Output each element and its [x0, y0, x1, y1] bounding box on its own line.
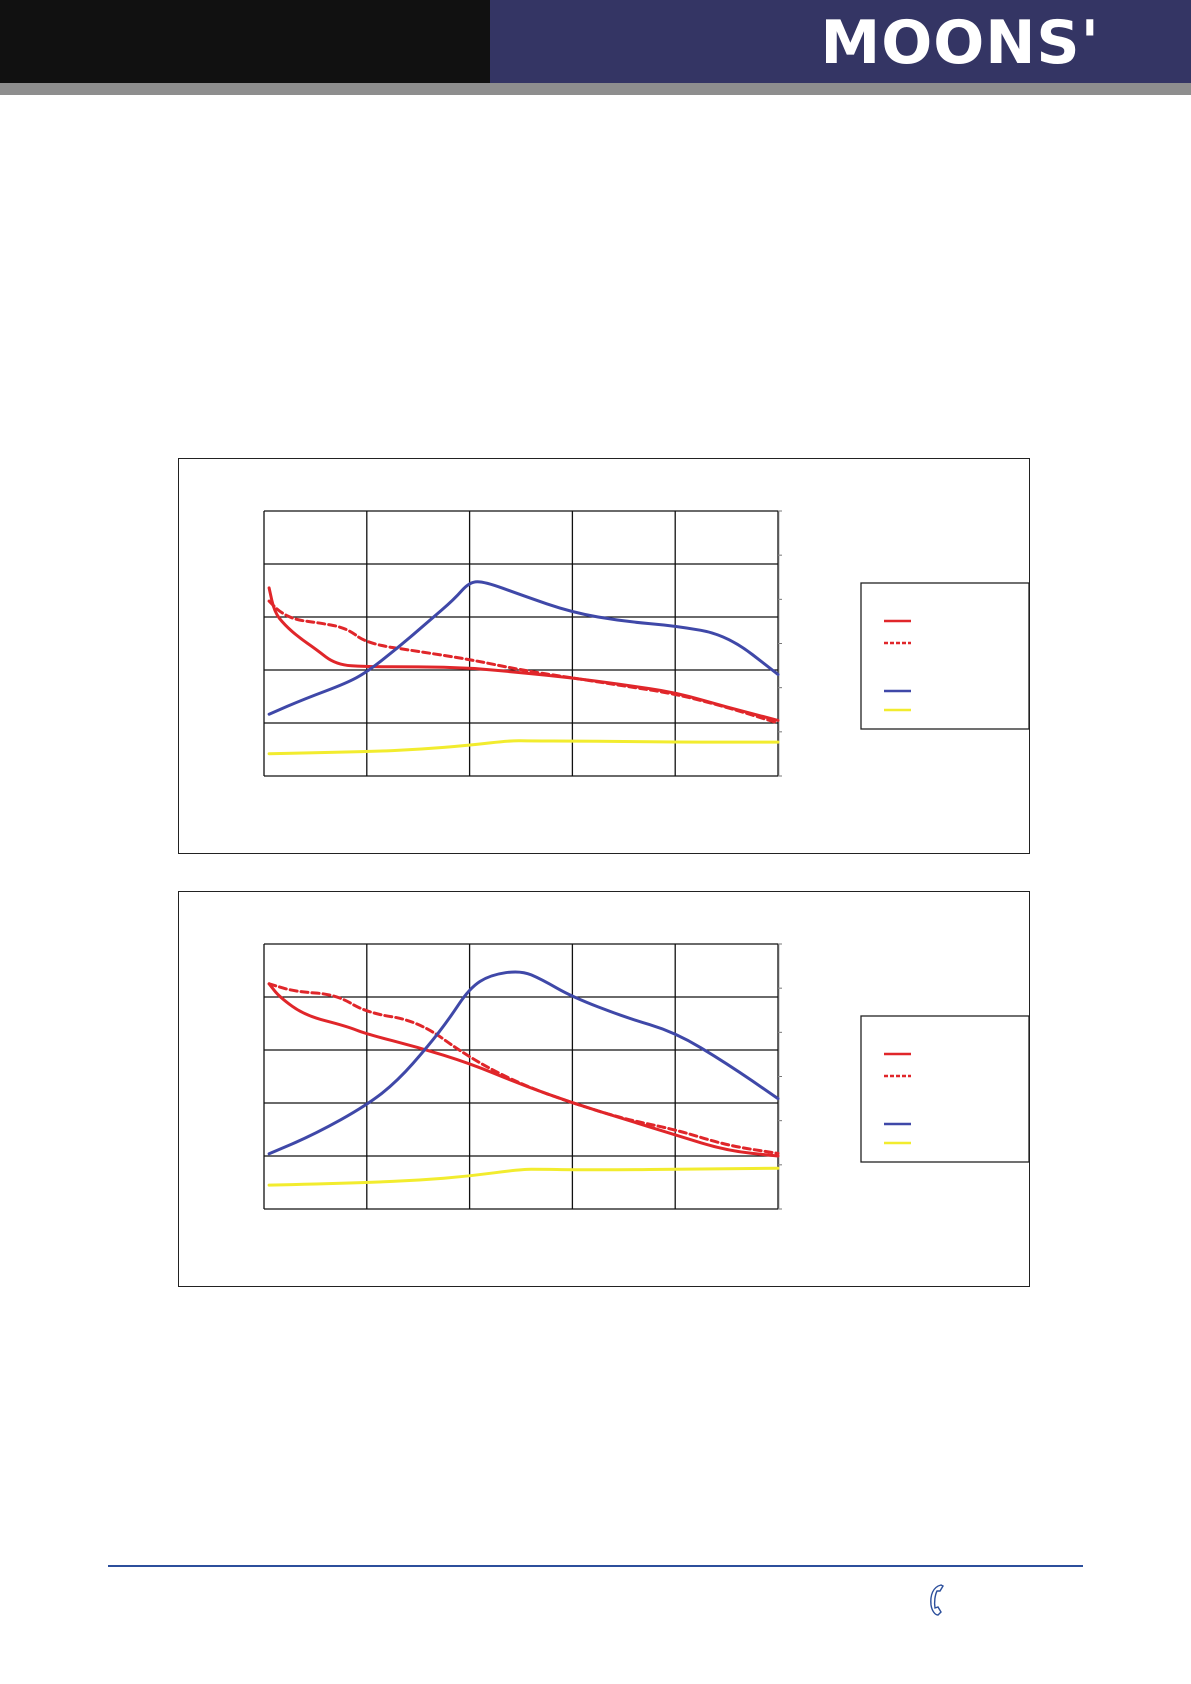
chart-2-series-3-line [267, 970, 780, 1156]
chart-1-series-4-line [267, 739, 780, 756]
chart-1-series-2-line [267, 599, 780, 725]
header-right-band [490, 0, 1191, 83]
chart-panel-2 [178, 891, 1030, 1287]
chart-panel-1 [178, 458, 1030, 854]
chart-2-svg [263, 943, 1030, 1210]
chart-1-series-3-line [267, 580, 780, 716]
brand-logo: MOONS' [820, 8, 1100, 78]
chart-2-series-1-line [267, 982, 780, 1158]
legend-frame [860, 1015, 1030, 1163]
legend-frame [860, 582, 1030, 730]
chart-2-legend [860, 1015, 1030, 1163]
phone-icon [930, 1584, 944, 1616]
chart-1-legend [860, 582, 1030, 730]
chart-2-series-4-line [267, 1166, 780, 1187]
footer-divider [108, 1565, 1083, 1567]
header-left-band [0, 0, 490, 83]
chart-2-series-2-line [267, 982, 780, 1155]
chart-1-svg [263, 510, 1030, 777]
header-divider-bar [0, 83, 1191, 95]
